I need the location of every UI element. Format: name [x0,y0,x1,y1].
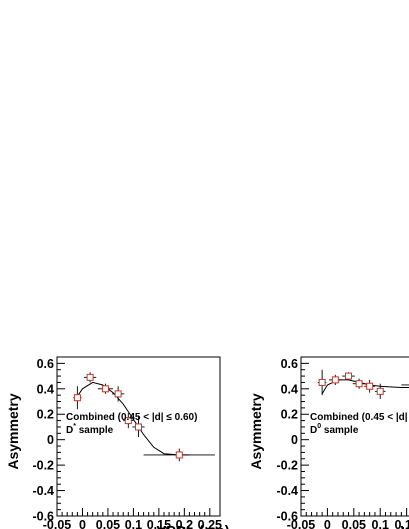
x-tick-label: 0.25 [198,518,222,529]
x-tick-label: 0 [324,518,331,529]
plot-frame [300,356,409,517]
y-tick-label: -0.2 [276,459,298,473]
x-tick-label: 0.05 [96,518,120,529]
y-tick-label: 0.6 [37,357,54,371]
point-marker [376,387,384,395]
x-tick-label: 0.2 [176,518,193,529]
data-point [112,386,125,402]
y-tick-label: -0.4 [32,484,54,498]
y-tick-label: 0.4 [37,382,54,396]
point-marker [175,451,183,459]
x-tick-label: 0.1 [372,518,389,529]
y-tick-label: 0.2 [37,408,54,422]
x-tick-label: -0.05 [287,518,316,529]
y-axis-label: Asymmetry [5,393,21,469]
fit-curve [75,381,190,456]
point-marker [73,394,81,402]
point-marker [355,380,363,388]
point-marker [124,417,132,425]
y-tick-label: -0.6 [276,510,298,524]
data-point [364,379,375,393]
data-point [342,372,355,380]
legend-sample-particle: D [310,425,317,436]
y-tick-label: 0.2 [281,408,298,422]
y-tick-label: -0.2 [32,459,54,473]
y-tick-label: 0 [291,433,298,447]
point-marker [114,390,122,398]
data-point [374,383,386,399]
x-axis-label: VPDL (cm) [156,524,229,529]
data-point [83,372,97,383]
y-tick-label: -0.6 [32,510,54,524]
data-point [328,374,342,385]
x-tick-label: -0.05 [43,518,72,529]
chart-panel-2: -0.6 -0.4 -0.2 0 0.2 0.4 0.6 -0.05 0 0.05 0.1 0.15 0… [248,356,409,529]
legend-line-1: Combined (0.45 < |d| ≤ 0.60) [310,412,409,423]
data-point [401,384,409,386]
data-point [132,416,145,438]
legend-sample-suffix: sample [76,425,114,436]
legend-sample-superscript: 0 [317,423,321,430]
x-tick-label: 0.15 [394,518,409,529]
point-marker [331,376,339,384]
legend-line-1: Combined (0.45 < |d| ≤ 0.60) [66,412,197,423]
data-point [97,383,114,394]
data-point [317,369,327,396]
y-tick-label: 0.6 [281,357,298,371]
point-marker [86,373,94,381]
data-point [352,378,366,389]
legend-sample-superscript: * [73,423,76,430]
legend-line-2: D* sample [66,423,114,436]
x-tick-label: 0 [79,518,86,529]
y-tick-label: 0.4 [281,382,298,396]
x-tick-label: 0.15 [147,518,171,529]
y-axis-label: Asymmetry [248,393,264,469]
legend-sample-particle: D [66,425,73,436]
x-tick-label: 0.05 [342,518,366,529]
data-point [123,412,134,429]
point-marker [135,423,142,431]
y-tick-label: 0 [47,433,54,447]
x-tick-label: 0.1 [125,518,142,529]
data-point [73,386,82,410]
x-axis-label: VPDL (cm) [400,524,409,529]
point-marker [366,382,374,390]
legend-sample-suffix: sample [321,425,359,436]
chart-panel-1: -0.6 -0.4 -0.2 0 0.2 0.4 0.6 -0.05 0 0.05 0.1 0.15 0… [5,356,230,529]
point-marker [345,372,353,380]
point-marker [318,378,326,386]
point-marker [101,385,109,393]
data-point [143,448,215,462]
legend-line-2: D0 sample [310,423,359,436]
y-tick-label: -0.4 [276,484,298,498]
